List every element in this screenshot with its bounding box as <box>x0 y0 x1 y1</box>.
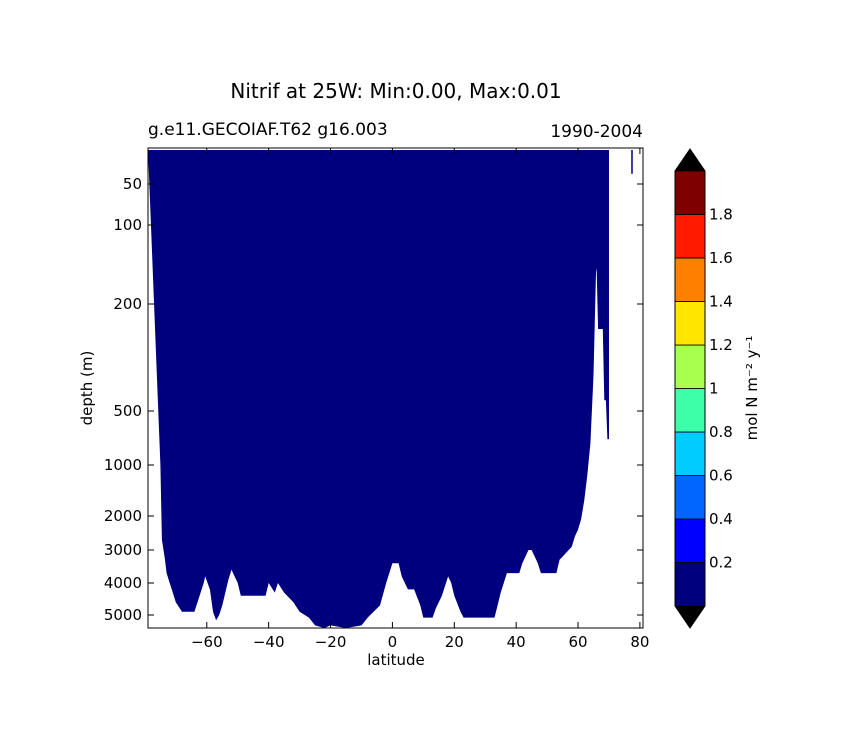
colorbar-tick-label: 1 <box>709 380 719 398</box>
y-tick-label: 200 <box>113 295 142 313</box>
x-tick-label: 20 <box>445 633 464 651</box>
plot-frame <box>147 147 644 629</box>
chart-subtitle-left: g.e11.GECOIAF.T62 g16.003 <box>148 120 388 140</box>
colorbar-outline <box>674 148 706 629</box>
y-tick-label: 5000 <box>104 606 142 624</box>
colorbar-bin <box>674 257 706 302</box>
colorbar-tick-label: 1.6 <box>709 249 733 267</box>
y-tick-label: 4000 <box>104 574 142 592</box>
colorbar-tick-label: 1.2 <box>709 336 733 354</box>
colorbar-label: mol N m⁻² y⁻¹ <box>743 336 761 441</box>
x-tick-label: −60 <box>191 633 223 651</box>
colorbar-bin <box>674 344 706 389</box>
colorbar-tick-label: 1.8 <box>709 206 733 224</box>
colorbar-bin <box>674 388 706 433</box>
colorbar-tick-label: 0.8 <box>709 423 733 441</box>
colorbar-extend-over <box>675 149 705 171</box>
x-axis-label: latitude <box>367 651 425 669</box>
x-tick-label: 80 <box>630 633 649 651</box>
colorbar-tick-label: 0.2 <box>709 554 733 572</box>
chart-title: Nitrif at 25W: Min:0.00, Max:0.01 <box>230 79 561 103</box>
colorbar-bin <box>674 431 706 476</box>
ocean-section-field <box>148 150 609 628</box>
colorbar-bin <box>674 475 706 520</box>
y-axis-label: depth (m) <box>78 351 96 426</box>
colorbar-bin <box>674 214 706 259</box>
y-tick-label: 50 <box>123 175 142 193</box>
y-tick-label: 2000 <box>104 507 142 525</box>
x-tick-label: −40 <box>253 633 285 651</box>
colorbar-tick-label: 1.4 <box>709 293 733 311</box>
colorbar-bin <box>674 518 706 563</box>
colorbar-extend-under <box>675 606 705 628</box>
arctic-sliver <box>631 150 633 174</box>
plot-area: −60 −40 −20 0 20 40 60 80 50 100 200 500 1000 2000 30… <box>104 147 649 651</box>
chart-subtitle-right: 1990-2004 <box>550 122 643 142</box>
y-tick-label: 3000 <box>104 541 142 559</box>
colorbar-tick-label: 0.4 <box>709 510 733 528</box>
x-tick-label: 0 <box>388 633 398 651</box>
y-tick-label: 100 <box>113 216 142 234</box>
y-tick-label: 1000 <box>104 456 142 474</box>
colorbar-bin <box>674 301 706 346</box>
colorbar-tick-label: 0.6 <box>709 467 733 485</box>
colorbar-bin <box>674 170 706 215</box>
x-tick-label: 60 <box>568 633 587 651</box>
x-axis: −60 −40 −20 0 20 40 60 80 <box>191 148 649 651</box>
colorbar-bin <box>674 562 706 607</box>
y-tick-label: 500 <box>113 402 142 420</box>
arctic-sliver-cell <box>631 150 633 174</box>
x-tick-label: −20 <box>315 633 347 651</box>
y-axis: 50 100 200 500 1000 2000 3000 4000 5000 <box>104 175 643 624</box>
x-tick-label: 40 <box>507 633 526 651</box>
colorbar: 0.2 0.4 0.6 0.8 1 1.2 1.4 1.6 1.8 <box>674 148 733 629</box>
